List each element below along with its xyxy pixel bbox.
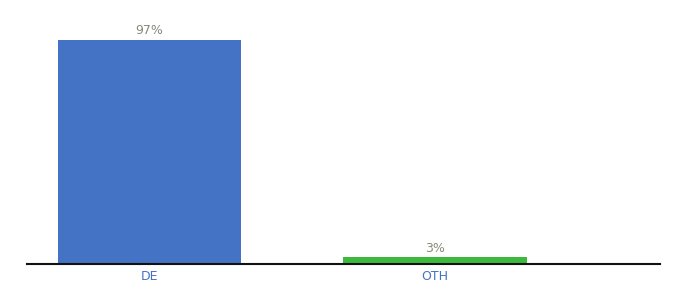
Bar [58,40,241,264]
Bar [343,257,527,264]
Text: 97%: 97% [136,24,163,37]
Text: 3%: 3% [425,242,445,255]
